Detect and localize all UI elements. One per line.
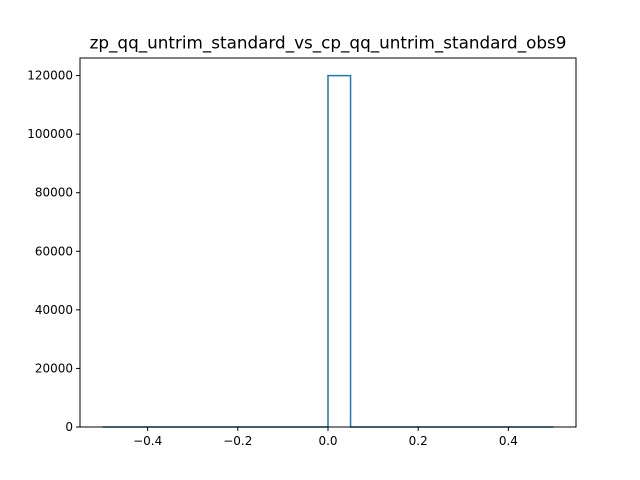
histogram-step-line [102, 74, 554, 428]
x-tick-label: 0.4 [499, 434, 518, 448]
y-tick-label: 60000 [35, 244, 73, 258]
y-axis: 0 20000 40000 60000 80000 100000 120000 [27, 69, 80, 434]
x-tick-label: 0.0 [318, 434, 337, 448]
y-tick-label: 120000 [27, 69, 73, 83]
y-tick-label: 40000 [35, 303, 73, 317]
y-tick-label: 80000 [35, 186, 73, 200]
x-tick-label: 0.2 [409, 434, 428, 448]
plot-area [79, 57, 577, 428]
x-tick-label: −0.2 [223, 434, 252, 448]
chart-title: zp_qq_untrim_standard_vs_cp_qq_untrim_st… [90, 33, 567, 54]
y-tick-label: 0 [65, 420, 73, 434]
y-tick-label: 20000 [35, 361, 73, 375]
y-tick-label: 100000 [27, 127, 73, 141]
x-tick-label: −0.4 [133, 434, 162, 448]
x-axis: −0.4 −0.2 0.0 0.2 0.4 [133, 427, 518, 448]
